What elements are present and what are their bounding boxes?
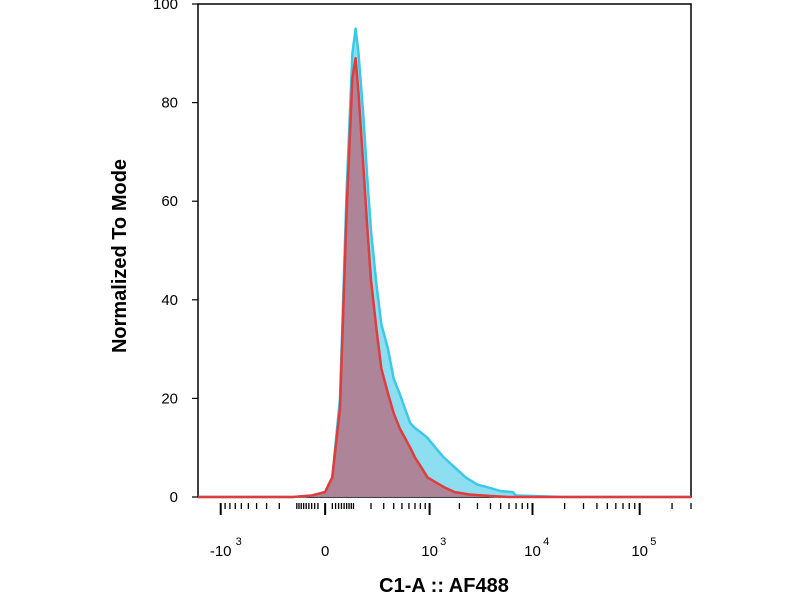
plot-frame bbox=[197, 3, 692, 498]
y-tick-label: 60 bbox=[161, 193, 178, 210]
series-1-line bbox=[198, 27, 691, 499]
series-layer bbox=[198, 27, 691, 499]
y-tick-label: 0 bbox=[170, 489, 178, 506]
x-tick-label-base: 10 bbox=[524, 543, 541, 560]
series-2-area bbox=[198, 58, 691, 497]
x-axis-title: C1-A :: AF488 bbox=[379, 575, 509, 597]
x-tick-label-base: -10 bbox=[210, 543, 232, 560]
y-axis-title: Normalized To Mode bbox=[109, 159, 131, 353]
y-tick-label: 40 bbox=[161, 292, 178, 309]
x-tick-label: 0 bbox=[321, 543, 329, 560]
series-2-line bbox=[198, 56, 691, 499]
x-tick-label-exponent: 4 bbox=[543, 536, 549, 548]
y-axis: 0 20 40 60 80 100 bbox=[153, 0, 198, 506]
x-tick-label: 104 bbox=[524, 536, 549, 560]
x-tick-label-base: 0 bbox=[321, 543, 329, 560]
x-tick-label-exponent: 3 bbox=[440, 536, 446, 548]
y-tick-label: 100 bbox=[153, 0, 178, 13]
x-tick-label-exponent: 5 bbox=[650, 536, 656, 548]
series-1-area bbox=[198, 28, 691, 497]
x-tick-label: -10 3 bbox=[210, 536, 242, 560]
x-tick-label-base: 10 bbox=[421, 543, 438, 560]
x-tick-label: 105 bbox=[631, 536, 656, 560]
y-tick-label: 20 bbox=[161, 390, 178, 407]
x-tick-label-exponent: 3 bbox=[236, 536, 242, 548]
x-tick-label: 103 bbox=[421, 536, 446, 560]
x-tick-label-base: 10 bbox=[631, 543, 648, 560]
y-tick-label: 80 bbox=[161, 95, 178, 112]
